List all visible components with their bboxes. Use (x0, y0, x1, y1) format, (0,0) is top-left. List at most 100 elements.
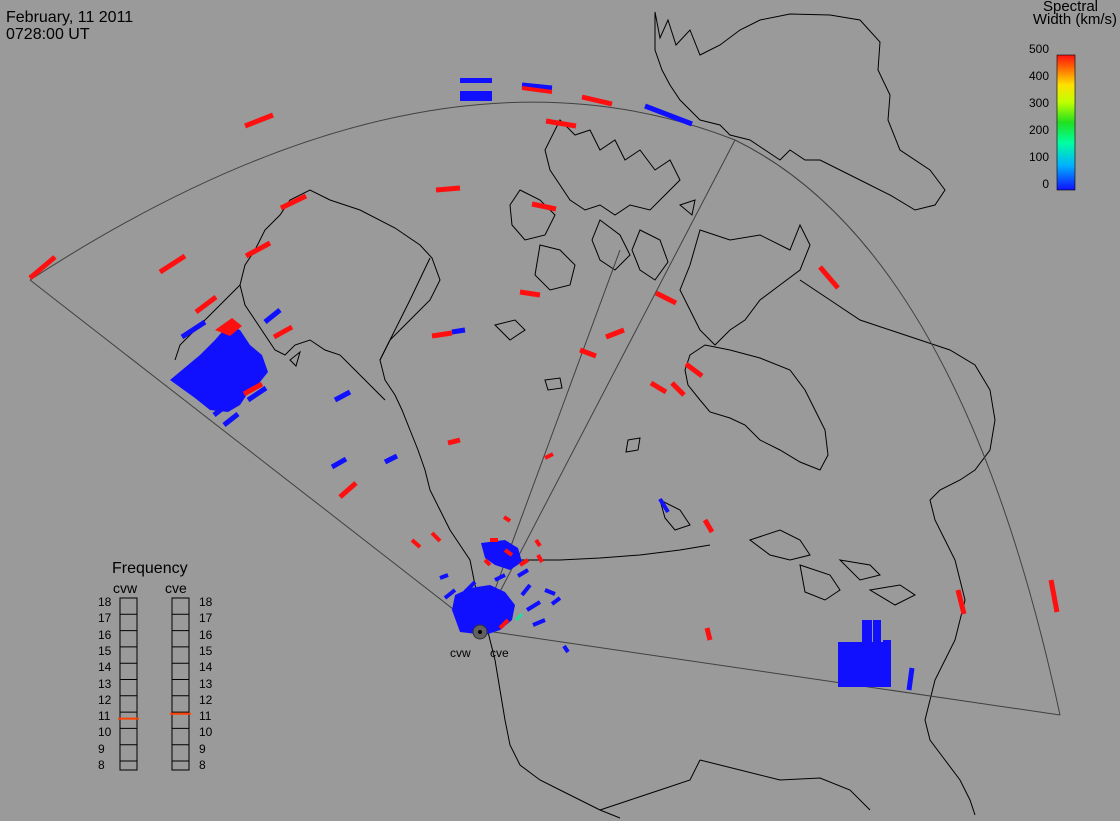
colorbar-title-line1: Spectral (1042, 0, 1098, 15)
scatter-cell (498, 618, 510, 630)
scatter-cell (654, 290, 678, 306)
frequency-scale-label: 13 (199, 676, 213, 691)
scatter-cell (481, 540, 522, 570)
scatter-cell (1048, 579, 1060, 613)
colorbar-tick: 100 (1028, 150, 1049, 164)
scatter-cell (244, 240, 272, 259)
frequency-scale-label: 11 (199, 709, 212, 724)
scatter-cell (431, 330, 453, 339)
scatter-cell (906, 667, 915, 691)
scatter-cell (383, 453, 399, 465)
date-label: February, 11 2011 (6, 9, 134, 26)
scatter-cell (658, 497, 670, 514)
frequency-scale-label: 12 (199, 692, 213, 707)
frequency-scale-label: 14 (98, 660, 112, 675)
radar-label-cvw: cvw (450, 646, 471, 660)
scatter-cell (494, 573, 506, 582)
scatter-cell (194, 295, 218, 314)
scatter-cell (644, 103, 693, 127)
scatter-cell (410, 538, 422, 549)
scatter-cell (215, 318, 242, 336)
colorbar-tick: 500 (1028, 42, 1049, 56)
scatter-cell (525, 600, 542, 612)
scatter-cell (519, 289, 541, 298)
radar-fov (29, 101, 1061, 716)
scatter-cell (435, 185, 461, 193)
colorbar-tick: 0 (1042, 177, 1049, 191)
frequency-scale-label: 8 (98, 758, 105, 772)
scatter-cell (532, 618, 546, 627)
frequency-scale-label: 14 (199, 660, 213, 675)
scatter-cell (272, 324, 294, 340)
scatter-cell (873, 620, 881, 645)
scatter-cell (704, 627, 713, 641)
scatter-cell (531, 201, 557, 212)
scatter-cell (443, 588, 457, 600)
scatter-cell (242, 381, 264, 397)
frequency-title: Frequency (112, 560, 188, 577)
scatter-cell (330, 456, 348, 470)
scatter-cell (670, 381, 686, 397)
scatter-cell (244, 112, 274, 129)
scatter-cell (333, 389, 352, 403)
scatter-cell (544, 452, 554, 460)
scatter-cell (158, 253, 187, 275)
frequency-scale-label: 16 (98, 627, 112, 642)
scatter-cell (222, 412, 240, 427)
radar-label-cve: cve (490, 646, 509, 660)
scatter-cell (520, 583, 532, 597)
scatter-cell (544, 588, 556, 596)
scatter-cell (338, 481, 358, 499)
scatter-cell (502, 515, 512, 523)
scatter-cell (536, 554, 544, 563)
scatter-cell (28, 255, 57, 280)
radar-scatter (28, 78, 1060, 691)
frequency-scale-label: 18 (199, 595, 213, 609)
time-label: 0728:00 UT (6, 26, 90, 43)
frequency-scale-label: 18 (98, 595, 112, 609)
coastlines (174, 11, 996, 819)
scatter-cell (430, 531, 442, 543)
frequency-scale-label: 10 (98, 725, 112, 740)
scatter-cell (684, 362, 704, 378)
frequency-scale-label: 15 (199, 643, 213, 658)
colorbar-gradient (1056, 54, 1076, 191)
colorbar-title-line2: Width (km/s) (1032, 11, 1117, 28)
radar-site-dot (478, 630, 482, 634)
scatter-cell (838, 642, 888, 687)
scatter-cell (263, 308, 282, 324)
scatter-cell (550, 596, 562, 606)
scatter-cell (452, 585, 515, 635)
scatter-cell (447, 437, 461, 446)
frequency-scale-label: 9 (199, 741, 206, 756)
frequency-scale-label: 13 (98, 676, 112, 691)
frequency-scale-label: 11 (98, 709, 111, 724)
scatter-cell (862, 620, 872, 645)
frequency-scale-label: 17 (98, 611, 112, 626)
scatter-cell (180, 319, 207, 340)
scatter-cell (545, 118, 577, 129)
cvw-frequency-bar (119, 597, 138, 771)
scatter-cell (521, 82, 553, 91)
scatter-cell (503, 548, 514, 557)
scatter-cell (518, 558, 530, 567)
frequency-scale-label: 9 (98, 741, 105, 756)
scatter-cell (451, 327, 466, 335)
scatter-cell (818, 265, 840, 290)
colorbar-tick: 300 (1028, 96, 1049, 110)
scatter-cell (279, 193, 308, 211)
frequency-scale-label: 10 (199, 725, 213, 740)
frequency-cvw-label: cvw (113, 580, 138, 596)
frequency-cve-label: cve (165, 580, 187, 596)
frequency-scale-label: 17 (199, 611, 213, 626)
scatter-cell (579, 347, 597, 359)
colorbar-tick: 200 (1028, 123, 1049, 137)
scatter-cell (212, 402, 230, 417)
scatter-cell (460, 91, 492, 101)
scatter-cell (581, 94, 613, 107)
scatter-cell (246, 385, 268, 403)
scatter-cell (702, 518, 715, 534)
cve-frequency-bar (171, 597, 190, 771)
scatter-cell (521, 86, 553, 94)
